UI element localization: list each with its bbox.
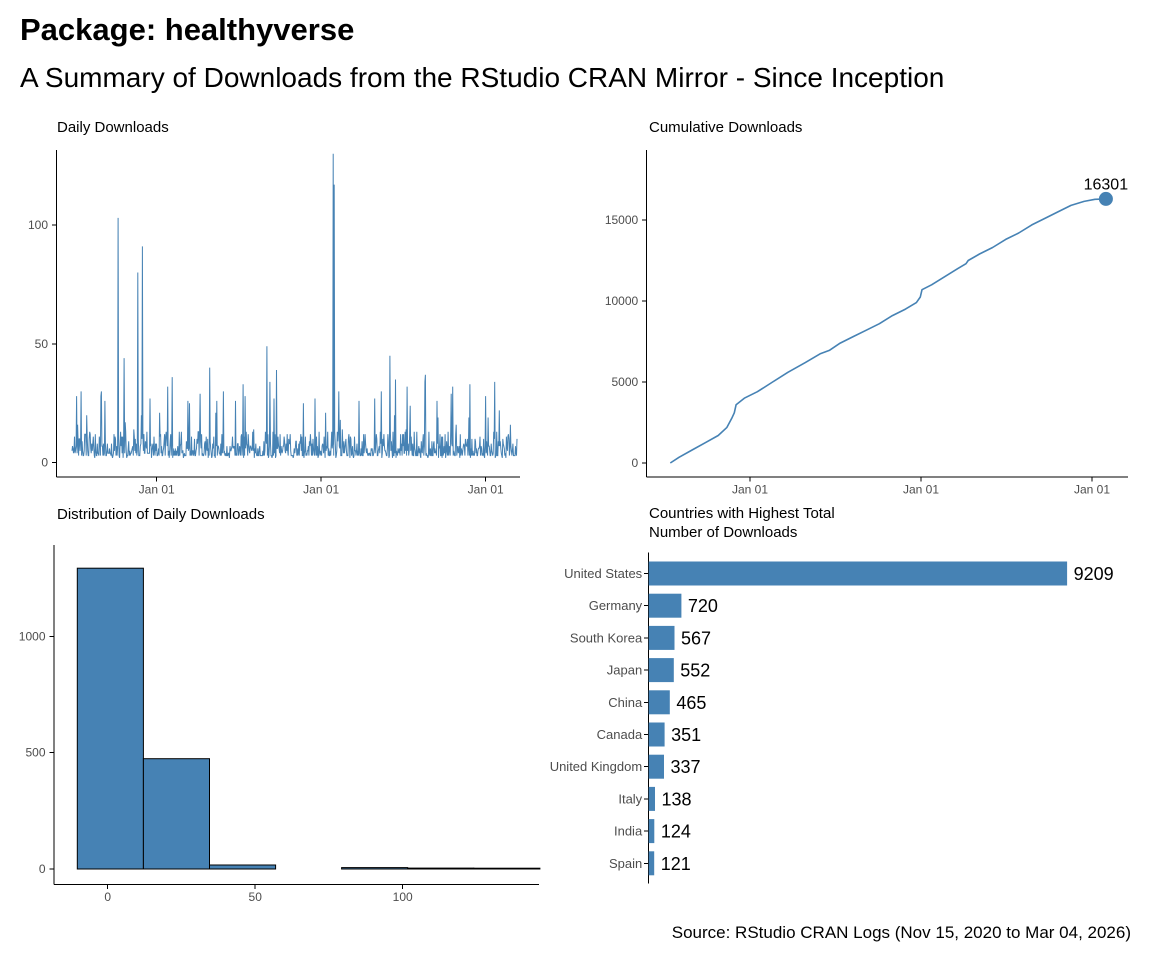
y-tick-label: 50 [35, 337, 49, 351]
country-bar [648, 754, 664, 779]
countries-panel: United States 9209 Germany 720 South Korea 56… [550, 552, 1114, 884]
country-value-label: 351 [671, 725, 701, 745]
country-bar [648, 690, 670, 715]
page-title: Package: healthyverse [20, 12, 355, 47]
country-value-label: 138 [661, 789, 691, 809]
daily-downloads-panel: 0 50 100 Jan 01 Jan 01 Jan 01 [28, 150, 520, 497]
cumulative-downloads-title: Cumulative Downloads [649, 119, 803, 136]
x-tick-label: 50 [249, 890, 263, 904]
daily-series-line [71, 153, 518, 459]
histogram-bar [209, 864, 277, 870]
country-bar [648, 786, 655, 811]
country-label: Canada [597, 727, 643, 742]
country-bar [648, 593, 682, 618]
x-tick-label: 0 [104, 890, 111, 904]
y-tick-label: 0 [41, 456, 48, 470]
daily-downloads-title: Daily Downloads [57, 119, 169, 136]
histogram-bar [76, 567, 144, 870]
country-bar [648, 625, 675, 650]
country-label: Italy [618, 791, 642, 806]
y-tick-label: 500 [25, 746, 45, 760]
histogram-bar [473, 867, 541, 870]
x-tick-label: Jan 01 [732, 483, 768, 497]
distribution-panel: 0 500 1000 0 50 100 [19, 545, 541, 904]
country-bar [648, 851, 655, 876]
country-label: Japan [607, 663, 642, 678]
country-bar [648, 561, 1068, 586]
histogram-bar [142, 758, 210, 870]
country-label: United Kingdom [550, 759, 643, 774]
x-tick-label: 100 [393, 890, 413, 904]
country-bar [648, 722, 665, 747]
x-tick-label: Jan 01 [903, 483, 939, 497]
y-tick-label: 0 [39, 862, 46, 876]
country-value-label: 720 [688, 596, 718, 616]
country-value-label: 121 [661, 854, 691, 874]
y-tick-label: 1000 [19, 629, 46, 643]
distribution-title: Distribution of Daily Downloads [57, 506, 265, 523]
histogram-bar [341, 867, 409, 870]
y-tick-label: 100 [28, 218, 48, 232]
country-label: Spain [609, 856, 642, 871]
country-value-label: 124 [661, 822, 691, 842]
y-tick-label: 15000 [605, 213, 639, 227]
country-bar [648, 819, 655, 844]
country-label: Germany [589, 598, 643, 613]
country-value-label: 9209 [1074, 564, 1114, 584]
country-label: India [614, 824, 643, 839]
histogram-bar [407, 867, 475, 870]
country-value-label: 567 [681, 628, 711, 648]
country-label: South Korea [570, 630, 643, 645]
country-value-label: 465 [676, 693, 706, 713]
x-tick-label: Jan 01 [303, 483, 339, 497]
y-tick-label: 5000 [611, 375, 638, 389]
country-value-label: 552 [680, 661, 710, 681]
country-bar [648, 658, 674, 683]
countries-title: Countries with Highest Total Number of D… [649, 505, 835, 541]
x-tick-label: Jan 01 [1074, 483, 1110, 497]
page-subtitle: A Summary of Downloads from the RStudio … [20, 62, 945, 93]
cumulative-series-line [669, 198, 1106, 464]
x-tick-label: Jan 01 [468, 483, 504, 497]
cumulative-downloads-panel: 0 5000 10000 15000 Jan 01 Jan 01 Jan 01 16301 [605, 150, 1128, 497]
country-label: China [608, 695, 643, 710]
end-point-label: 16301 [1084, 176, 1129, 193]
country-value-label: 337 [671, 757, 701, 777]
y-tick-label: 10000 [605, 294, 639, 308]
end-point-dot [1098, 191, 1113, 206]
source-caption: Source: RStudio CRAN Logs (Nov 15, 2020 … [671, 923, 1131, 942]
y-tick-label: 0 [632, 456, 639, 470]
country-label: United States [564, 566, 643, 581]
x-tick-label: Jan 01 [139, 483, 175, 497]
